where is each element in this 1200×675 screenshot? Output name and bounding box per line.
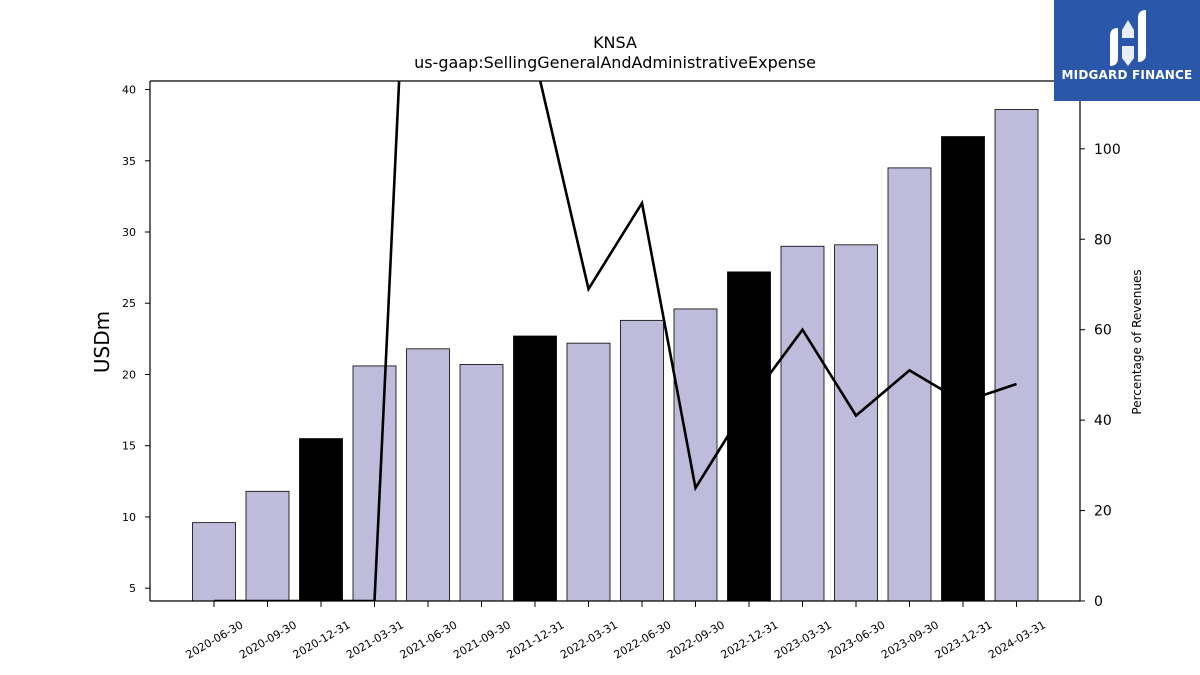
x-tick-label: 2023-09-30 xyxy=(879,618,941,661)
chart-title: KNSA xyxy=(593,33,637,52)
x-tick-label: 2020-06-30 xyxy=(184,618,246,661)
bar-2021-12-31 xyxy=(513,335,557,602)
bar-2021-09-30 xyxy=(459,364,504,602)
y-axis-label: USDm xyxy=(90,311,114,373)
y-tick-label: 15 xyxy=(122,440,136,453)
chart-subtitle: us-gaap:SellingGeneralAndAdministrativeE… xyxy=(414,53,816,72)
bar-2022-06-30 xyxy=(620,319,664,602)
bar-2020-09-30 xyxy=(245,490,290,602)
bar-2022-09-30 xyxy=(673,308,718,602)
bar-2023-09-30 xyxy=(887,167,932,602)
midgard-finance-logo: MIDGARD FINANCE xyxy=(1054,0,1200,101)
x-tick-label: 2023-12-31 xyxy=(933,618,995,661)
bar-2023-06-30 xyxy=(834,244,878,602)
percentage-line xyxy=(214,81,1017,601)
bar-2021-06-30 xyxy=(406,348,450,602)
y2-tick-label: 100 xyxy=(1094,142,1121,158)
bar-2023-03-31 xyxy=(780,245,825,602)
y2-tick-label: 0 xyxy=(1094,594,1103,610)
x-tick-label: 2022-12-31 xyxy=(719,618,781,661)
y-tick-label: 20 xyxy=(122,368,136,381)
bar-2020-12-31 xyxy=(299,438,343,602)
x-tick-label: 2020-12-31 xyxy=(291,618,353,661)
x-tick-label: 2022-09-30 xyxy=(665,618,727,661)
y2-tick-label: 80 xyxy=(1094,232,1112,248)
plot-area: 5101520253035400204060801002020-06-30202… xyxy=(122,80,1121,662)
y-tick-label: 10 xyxy=(122,511,136,524)
x-tick-label: 2023-06-30 xyxy=(826,618,888,661)
logo-mark-icon xyxy=(1110,10,1146,66)
bar-2021-03-31 xyxy=(352,365,397,602)
y-tick-label: 25 xyxy=(122,297,136,310)
y-tick-label: 40 xyxy=(122,84,136,97)
x-tick-label: 2022-03-31 xyxy=(558,618,620,661)
bar-2020-06-30 xyxy=(192,522,236,602)
y-tick-label: 5 xyxy=(129,582,136,595)
bar-2023-12-31 xyxy=(941,136,985,602)
y2-tick-label: 20 xyxy=(1094,504,1112,520)
y-tick-label: 35 xyxy=(122,155,136,168)
x-tick-label: 2020-09-30 xyxy=(237,618,299,661)
logo-text: MIDGARD FINANCE xyxy=(1061,68,1193,82)
x-tick-label: 2024-03-31 xyxy=(986,618,1048,661)
bar-2022-03-31 xyxy=(566,342,611,602)
y2-tick-label: 40 xyxy=(1094,413,1112,429)
y2-axis-label: Percentage of Revenues xyxy=(1130,269,1144,414)
bar-2024-03-31 xyxy=(994,109,1039,602)
bar-2022-12-31 xyxy=(727,271,771,602)
x-tick-label: 2023-03-31 xyxy=(772,618,834,661)
y-tick-label: 30 xyxy=(122,226,136,239)
y2-tick-label: 60 xyxy=(1094,323,1112,339)
x-tick-label: 2022-06-30 xyxy=(612,618,674,661)
x-tick-label: 2021-03-31 xyxy=(344,618,406,661)
x-tick-label: 2021-06-30 xyxy=(398,618,460,661)
x-tick-label: 2021-12-31 xyxy=(505,618,567,661)
x-tick-label: 2021-09-30 xyxy=(451,618,513,661)
